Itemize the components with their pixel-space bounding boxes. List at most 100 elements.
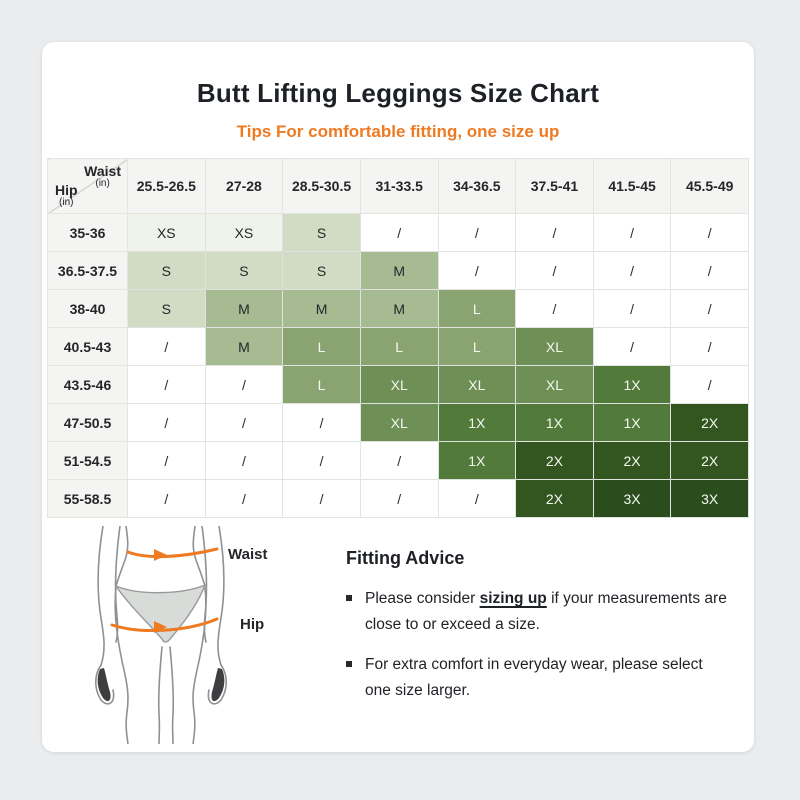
hip-range-header: 36.5-37.5 xyxy=(47,251,128,290)
size-cell: XL xyxy=(515,327,594,366)
size-cell: M xyxy=(204,327,284,366)
size-table-header-row: Waist (in) Hip (in) 25.5-26.5 27-28 28.5-3… xyxy=(47,158,749,214)
page-title: Butt Lifting Leggings Size Chart xyxy=(196,78,600,108)
size-cell-empty: / xyxy=(670,251,749,290)
size-cell: 3X xyxy=(670,479,749,518)
hip-range-header: 55-58.5 xyxy=(47,479,128,518)
fitting-advice-section: Fitting Advice Please consider sizing up… xyxy=(346,548,732,718)
size-cell: S xyxy=(127,251,206,290)
advice-bullet-1-text: Please consider sizing up if your measur… xyxy=(365,586,732,637)
hip-axis-label: Hip (in) xyxy=(55,183,78,208)
waist-range-header: 31-33.5 xyxy=(359,158,439,214)
advice-bullet-2: For extra comfort in everyday wear, plea… xyxy=(346,652,732,703)
size-table-row: 35-36 XS XS S / / / / / xyxy=(47,213,749,252)
size-cell: L xyxy=(282,327,361,366)
hip-arrowhead-icon xyxy=(154,621,167,633)
size-cell-empty: / xyxy=(204,403,284,442)
size-cell-empty: / xyxy=(282,479,361,518)
size-cell-empty: / xyxy=(670,213,749,252)
size-cell-empty: / xyxy=(359,213,439,252)
right-hand xyxy=(211,668,225,702)
waist-axis-unit: (in) xyxy=(95,177,110,189)
size-cell-empty: / xyxy=(359,479,439,518)
hip-range-header: 43.5-46 xyxy=(47,365,128,404)
subtitle-tip: Tips For comfortable fitting, one size u… xyxy=(236,122,560,141)
size-cell: XL xyxy=(359,365,439,404)
size-cell-empty: / xyxy=(127,327,206,366)
hip-range-header: 38-40 xyxy=(47,289,128,328)
size-table-row: 40.5-43/M L L L XL / / xyxy=(47,327,749,366)
size-table-row: 55-58.5// / //2X 3X 3X xyxy=(47,479,749,518)
corner-cell: Waist (in) Hip (in) xyxy=(47,158,128,214)
size-cell: M xyxy=(204,289,284,328)
size-cell: L xyxy=(282,365,361,404)
size-cell: L xyxy=(437,327,517,366)
size-cell-empty: / xyxy=(437,213,517,252)
size-cell-empty: / xyxy=(515,289,594,328)
size-cell: XL xyxy=(359,403,439,442)
advice-bullet-2-text: For extra comfort in everyday wear, plea… xyxy=(365,656,703,699)
size-cell-empty: / xyxy=(127,479,206,518)
size-cell: XS xyxy=(204,213,284,252)
size-table-body: 35-36 XS XS S / / / //36.5-37.5 S S S M / / //38-40 S M M… xyxy=(47,213,749,518)
hip-range-header: 40.5-43 xyxy=(47,327,128,366)
size-cell: 1X xyxy=(515,403,594,442)
size-cell: M xyxy=(282,289,361,328)
size-cell-empty: / xyxy=(437,251,517,290)
size-cell: 1X xyxy=(592,365,672,404)
size-cell: 2X xyxy=(670,403,749,442)
size-cell-empty: / xyxy=(592,327,672,366)
size-cell: S xyxy=(282,213,361,252)
size-cell: 1X xyxy=(437,441,517,480)
hip-figure-label: Hip xyxy=(240,616,264,633)
size-cell-empty: / xyxy=(359,441,439,480)
size-cell: 2X xyxy=(670,441,749,480)
waist-range-header: 34-36.5 xyxy=(437,158,517,214)
size-cell-empty: / xyxy=(127,403,206,442)
size-cell: S xyxy=(204,251,284,290)
size-cell: XS xyxy=(127,213,206,252)
size-cell-empty: / xyxy=(204,365,284,404)
size-cell-empty: / xyxy=(204,441,284,480)
size-table-row: 43.5-46// L XL XL XL 1X / xyxy=(47,365,749,404)
waist-axis-text: Waist xyxy=(84,163,121,179)
size-table-row: 38-40 S M M M L / / / xyxy=(47,289,749,328)
bullet-1-prefix: Please consider xyxy=(365,590,480,607)
size-cell: S xyxy=(127,289,206,328)
size-cell-empty: / xyxy=(204,479,284,518)
waist-range-header: 37.5-41 xyxy=(515,158,594,214)
bullet-1-emphasis: sizing up xyxy=(479,590,547,607)
size-cell-empty: / xyxy=(592,213,672,252)
size-cell-empty: / xyxy=(282,403,361,442)
body-outline xyxy=(94,526,228,744)
size-cell-empty: / xyxy=(670,289,749,328)
waist-range-header: 28.5-30.5 xyxy=(282,158,361,214)
size-cell-empty: / xyxy=(127,365,206,404)
size-cell: L xyxy=(437,289,517,328)
size-table-wrap: Waist (in) Hip (in) 25.5-26.5 27-28 28.5-3… xyxy=(47,158,749,518)
advice-bullet-1: Please consider sizing up if your measur… xyxy=(346,586,732,637)
size-table-row: 47-50.5// / XL 1X 1X 1X 2X xyxy=(47,403,749,442)
size-cell-empty: / xyxy=(670,327,749,366)
card-header: Butt Lifting Leggings Size Chart Tips Fo… xyxy=(42,42,754,142)
size-cell: M xyxy=(359,289,439,328)
size-cell: S xyxy=(282,251,361,290)
size-cell: 1X xyxy=(437,403,517,442)
size-cell-empty: / xyxy=(515,251,594,290)
size-cell-empty: / xyxy=(127,441,206,480)
waist-range-header: 25.5-26.5 xyxy=(127,158,206,214)
bottom-section: Waist Hip Fitting Advice Please consider… xyxy=(42,518,754,744)
waist-range-header: 41.5-45 xyxy=(592,158,672,214)
hip-axis-unit: (in) xyxy=(59,196,74,208)
size-cell: XL xyxy=(437,365,517,404)
hip-arrow xyxy=(110,617,219,632)
size-chart-card: Butt Lifting Leggings Size Chart Tips Fo… xyxy=(42,42,754,752)
size-cell-empty: / xyxy=(592,289,672,328)
hip-range-header: 47-50.5 xyxy=(47,403,128,442)
body-measurement-figure: Waist Hip xyxy=(94,526,267,744)
hip-range-header: 51-54.5 xyxy=(47,441,128,480)
waist-arrow xyxy=(126,547,219,559)
waist-arrowhead-icon xyxy=(154,549,167,561)
fitting-advice-title: Fitting Advice xyxy=(346,548,465,568)
bullet-1-suffix: if your measurements are close to or exc… xyxy=(365,590,727,633)
